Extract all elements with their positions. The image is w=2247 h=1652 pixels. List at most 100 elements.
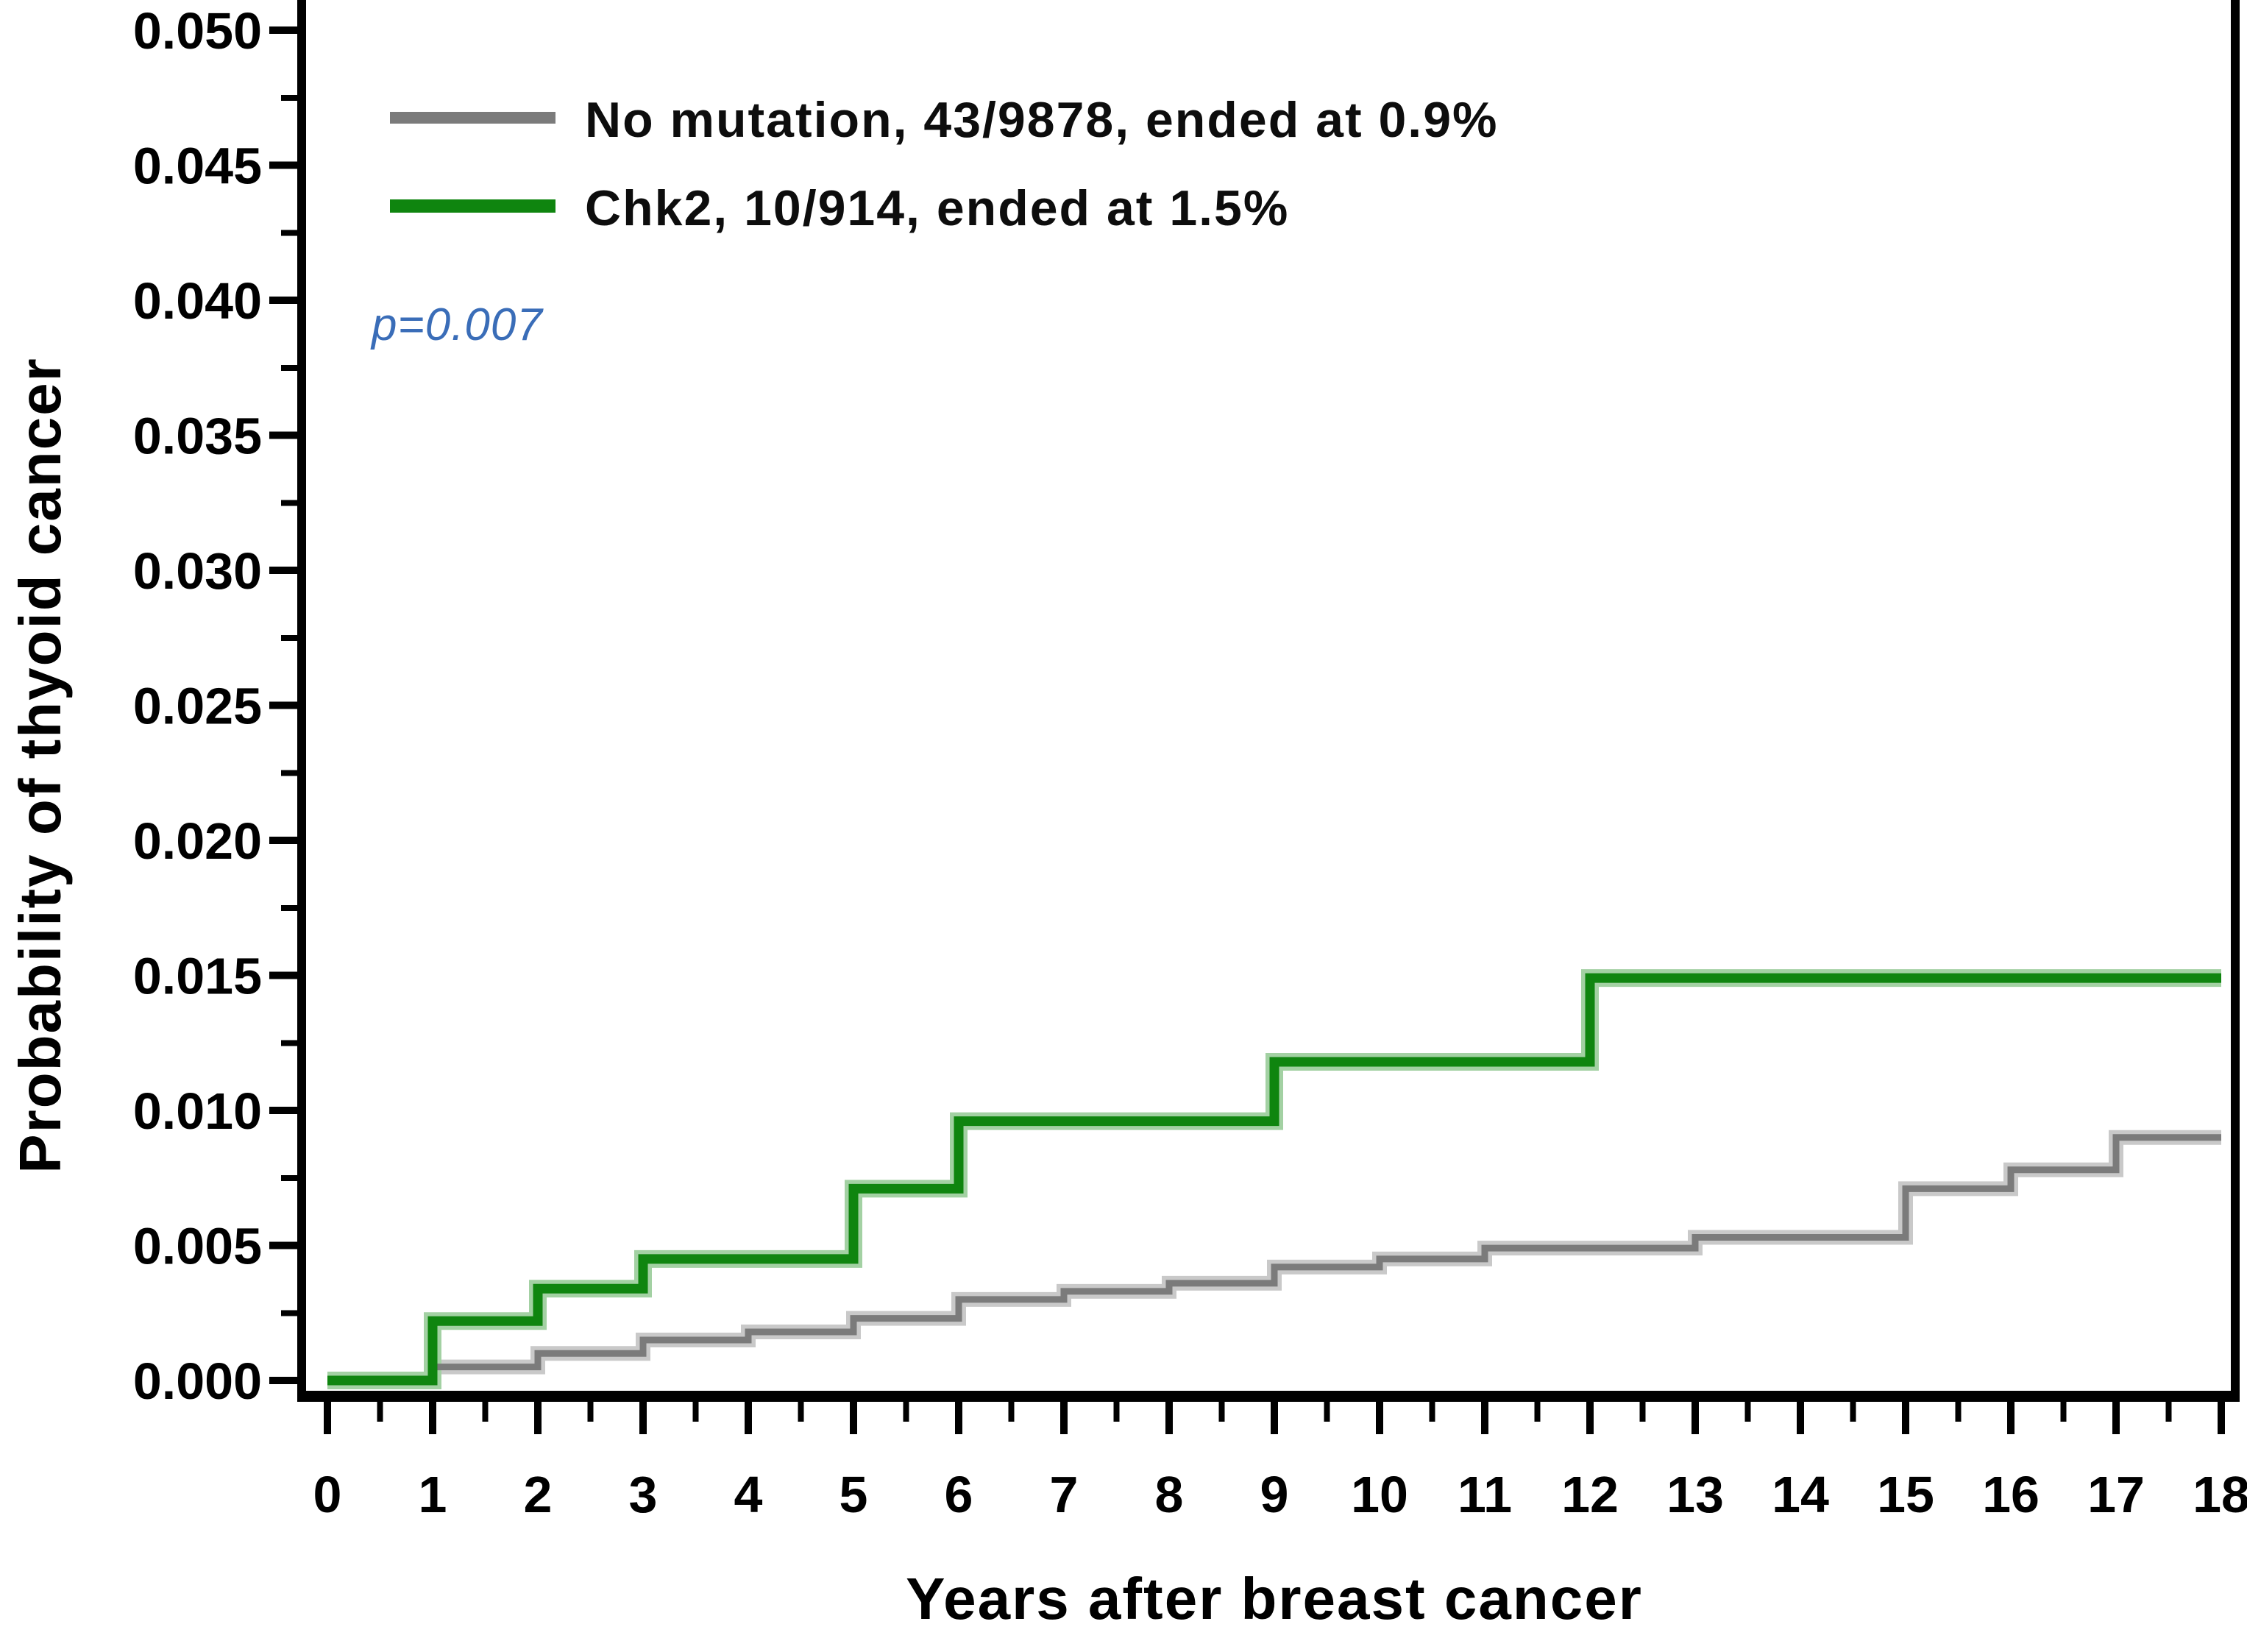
x-tick [1797, 1402, 1804, 1434]
y-tick-label-0.020: 0.020 [133, 812, 262, 870]
y-tick [269, 1107, 302, 1114]
x-tick-label-12: 12 [1561, 1466, 1619, 1523]
y-minor-tick [281, 904, 302, 911]
x-tick [1271, 1402, 1278, 1434]
y-minor-tick [281, 500, 302, 506]
x-tick-label-9: 9 [1260, 1466, 1289, 1523]
y-tick-label-0.000: 0.000 [133, 1353, 262, 1410]
x-tick [429, 1402, 436, 1434]
x-minor-tick [798, 1402, 804, 1422]
x-tick [534, 1402, 542, 1434]
x-tick-label-5: 5 [839, 1466, 868, 1523]
y-minor-tick [281, 94, 302, 101]
y-tick-label-0.045: 0.045 [133, 138, 262, 195]
y-minor-tick [281, 1040, 302, 1046]
x-minor-tick [1639, 1402, 1646, 1422]
x-tick-label-6: 6 [945, 1466, 973, 1523]
y-minor-tick [281, 1310, 302, 1316]
y-tick-label-0.010: 0.010 [133, 1082, 262, 1140]
p-value-annotation: p=0.007 [370, 299, 544, 350]
legend-label-no-mutation: No mutation, 43/9878, ended at 0.9% [585, 92, 1498, 148]
x-minor-tick [1218, 1402, 1225, 1422]
x-minor-tick [482, 1402, 489, 1422]
y-minor-tick [281, 634, 302, 641]
x-tick-label-8: 8 [1155, 1466, 1184, 1523]
legend: No mutation, 43/9878, ended at 0.9% Chk2… [390, 92, 1498, 236]
y-tick [269, 837, 302, 844]
x-minor-tick [1744, 1402, 1751, 1422]
x-tick-label-18: 18 [2193, 1466, 2247, 1523]
x-tick-label-7: 7 [1050, 1466, 1079, 1523]
series-layer [327, 969, 2221, 1389]
y-axis-title: Probability of thyoid cancer [7, 357, 73, 1174]
x-minor-tick [2060, 1402, 2067, 1422]
x-minor-tick [587, 1402, 594, 1422]
x-tick [639, 1402, 647, 1434]
x-tick [1586, 1402, 1594, 1434]
y-tick [269, 161, 302, 169]
y-tick [269, 297, 302, 304]
x-minor-tick [1534, 1402, 1541, 1422]
y-tick [269, 431, 302, 439]
axes-layer: 0.000 0.005 0.010 0.015 0.020 0.025 0.030 0.035… [133, 0, 2247, 1523]
x-minor-tick [1324, 1402, 1330, 1422]
x-tick [745, 1402, 752, 1434]
x-tick-label-3: 3 [629, 1466, 658, 1523]
y-tick [269, 971, 302, 979]
x-minor-tick [2165, 1402, 2172, 1422]
x-tick-label-15: 15 [1877, 1466, 1934, 1523]
y-tick-label-0.005: 0.005 [133, 1218, 262, 1275]
x-tick-label-0: 0 [313, 1466, 342, 1523]
y-tick [269, 1377, 302, 1384]
x-tick [1165, 1402, 1173, 1434]
series-halo-1 [327, 969, 2221, 1389]
x-minor-tick [692, 1402, 699, 1422]
x-minor-tick [903, 1402, 909, 1422]
y-tick-label-0.030: 0.030 [133, 542, 262, 600]
y-minor-tick [281, 1174, 302, 1181]
series-line-1 [327, 973, 2221, 1386]
x-tick-label-13: 13 [1666, 1466, 1724, 1523]
x-minor-tick [1113, 1402, 1120, 1422]
legend-label-chk2: Chk2, 10/914, ended at 1.5% [585, 180, 1289, 236]
y-axis-spine [297, 0, 306, 1402]
x-tick [1481, 1402, 1488, 1434]
y-tick-label-0.015: 0.015 [133, 948, 262, 1005]
x-tick-label-2: 2 [524, 1466, 553, 1523]
x-axis-spine [297, 1391, 2240, 1402]
x-tick [1902, 1402, 1909, 1434]
x-minor-tick [377, 1402, 383, 1422]
x-axis-title: Years after breast cancer [906, 1566, 1643, 1631]
x-minor-tick [1850, 1402, 1856, 1422]
y-tick-label-0.025: 0.025 [133, 678, 262, 735]
x-tick-label-11: 11 [1458, 1466, 1512, 1523]
x-tick [1692, 1402, 1699, 1434]
x-tick [2218, 1402, 2225, 1434]
x-tick [1376, 1402, 1383, 1434]
x-tick [2007, 1402, 2015, 1434]
y-tick-label-0.040: 0.040 [133, 272, 262, 330]
y-tick [269, 567, 302, 574]
x-tick [1060, 1402, 1068, 1434]
x-minor-tick [1008, 1402, 1015, 1422]
x-minor-tick [1955, 1402, 1962, 1422]
y-minor-tick [281, 364, 302, 371]
y-tick [269, 701, 302, 709]
x-tick-label-10: 10 [1351, 1466, 1408, 1523]
x-tick-label-16: 16 [1982, 1466, 2040, 1523]
x-tick [2112, 1402, 2120, 1434]
x-tick-label-1: 1 [419, 1466, 447, 1523]
y-minor-tick [281, 230, 302, 236]
series-line-0 [327, 1134, 2221, 1384]
x-tick [850, 1402, 857, 1434]
x-tick-label-17: 17 [2087, 1466, 2145, 1523]
x-tick-label-4: 4 [734, 1466, 763, 1523]
x-tick-label-14: 14 [1772, 1466, 1829, 1523]
y-tick-label-0.050: 0.050 [133, 2, 262, 60]
y-minor-tick [281, 770, 302, 776]
right-spine [2231, 0, 2240, 1402]
y-tick [269, 26, 302, 34]
series-halo-0 [327, 1130, 2221, 1388]
